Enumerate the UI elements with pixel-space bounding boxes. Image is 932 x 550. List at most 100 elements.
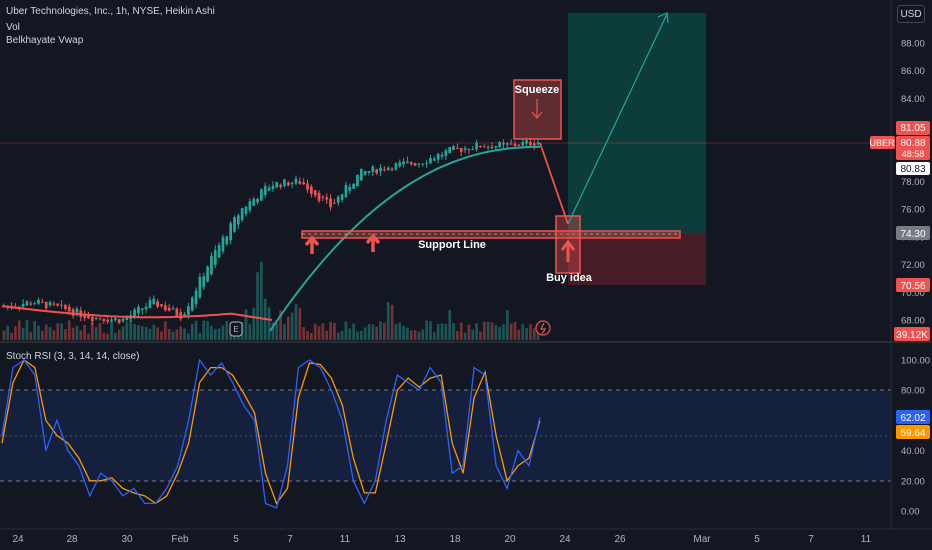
stop-price-tag	[896, 278, 930, 292]
vwap-green-line	[269, 145, 540, 332]
volume-bar	[125, 321, 129, 340]
price-tick-label: 84.00	[901, 94, 925, 105]
volume-bar	[340, 330, 344, 340]
time-tick-label: 11	[861, 534, 872, 545]
volume-bar	[171, 331, 175, 340]
volume-bar	[425, 320, 428, 340]
time-tick-label: 5	[233, 534, 239, 545]
candle-body	[260, 189, 263, 201]
candle-body	[240, 208, 244, 220]
candle-body	[125, 317, 129, 321]
volume-bar	[329, 321, 332, 340]
candle-body	[217, 245, 221, 258]
candle-body	[363, 171, 367, 175]
support-line-label: Support Line	[418, 239, 486, 251]
volume-bar	[490, 322, 494, 340]
candle-body	[25, 301, 29, 306]
candle-body	[298, 181, 302, 184]
volume-bar	[60, 323, 63, 340]
symbol-legend[interactable]: Uber Technologies, Inc., 1h, NYSE, Heiki…	[6, 6, 215, 17]
candle-body	[359, 168, 363, 181]
flash-icon[interactable]	[535, 320, 551, 336]
volume-bar	[436, 324, 440, 340]
time-tick-label: 28	[66, 534, 78, 545]
volume-bar	[87, 333, 90, 340]
candle-body	[71, 309, 75, 316]
candle-body	[271, 185, 275, 190]
profit-zone[interactable]	[568, 13, 706, 234]
volume-bar	[190, 323, 194, 340]
rsi-tick-label: 80.00	[901, 386, 925, 397]
volume-bar	[64, 328, 67, 340]
volume-bar	[283, 324, 286, 340]
volume-bar	[444, 323, 448, 340]
candle-body	[179, 312, 183, 319]
volume-bar	[279, 310, 282, 340]
candle-body	[321, 196, 325, 198]
time-tick-label: Mar	[693, 534, 711, 545]
candle-body	[517, 144, 521, 146]
volume-legend[interactable]: Vol	[6, 22, 20, 33]
price-tick-label: 88.00	[901, 39, 925, 50]
candle-body	[175, 308, 179, 316]
volume-bar	[260, 261, 263, 340]
target-price-tag	[896, 121, 930, 135]
candle-body	[163, 305, 167, 311]
volume-bars	[2, 261, 540, 340]
prev-price-tag	[896, 162, 930, 175]
volume-bar	[494, 325, 498, 340]
candle-body	[448, 146, 452, 154]
flash-icon-bolt	[540, 322, 547, 335]
stoch-rsi-legend[interactable]: Stoch RSI (3, 3, 14, 14, close)	[6, 351, 140, 362]
volume-bar	[352, 323, 355, 340]
volume-bar	[294, 304, 298, 340]
candle-body	[529, 141, 532, 146]
candle-body	[233, 217, 236, 232]
candle-body	[148, 300, 152, 308]
volume-bar	[275, 323, 279, 340]
candle-body	[482, 146, 486, 148]
volume-bar	[386, 302, 390, 340]
candle-body	[87, 315, 90, 319]
volume-bar	[17, 320, 21, 340]
volume-bar	[271, 322, 275, 340]
candle-body	[444, 150, 448, 156]
candle-body	[194, 290, 198, 305]
volume-bar	[41, 330, 44, 340]
volume-bar	[94, 327, 98, 340]
volume-bar	[267, 307, 271, 340]
candle-body	[513, 143, 517, 146]
loss-zone[interactable]	[568, 234, 706, 285]
symbol-tag-text: UBER	[869, 138, 895, 148]
rise-projection-line	[567, 13, 668, 225]
volume-bar	[106, 333, 110, 340]
time-tick-label: Feb	[171, 534, 189, 545]
volume-bar	[33, 321, 37, 340]
volume-bar	[67, 320, 71, 340]
currency-button[interactable]: USD	[897, 5, 925, 23]
candle-body	[17, 306, 21, 308]
time-tick-label: 26	[614, 534, 626, 545]
candle-body	[190, 297, 194, 311]
vwap-legend[interactable]: Belkhayate Vwap	[6, 35, 84, 46]
support-line-band[interactable]	[301, 230, 681, 239]
candle-body	[41, 301, 44, 303]
candle-body	[229, 223, 232, 241]
volume-bar	[536, 327, 540, 340]
volume-bar	[306, 331, 309, 340]
candle-body	[37, 299, 40, 304]
earnings-marker[interactable]	[229, 321, 243, 337]
rise-projection-arrowhead	[657, 12, 669, 24]
time-tick-label: 24	[559, 534, 571, 545]
candle-body	[429, 157, 432, 164]
volume-bar	[213, 329, 217, 340]
candles	[2, 137, 540, 326]
volume-bar	[129, 315, 133, 340]
candle-body	[317, 192, 321, 201]
candle-body	[206, 266, 209, 282]
squeeze-box[interactable]	[513, 79, 562, 140]
volume-bar	[475, 323, 478, 340]
candle-body	[75, 308, 79, 313]
squeeze-label: Squeeze	[515, 84, 560, 96]
